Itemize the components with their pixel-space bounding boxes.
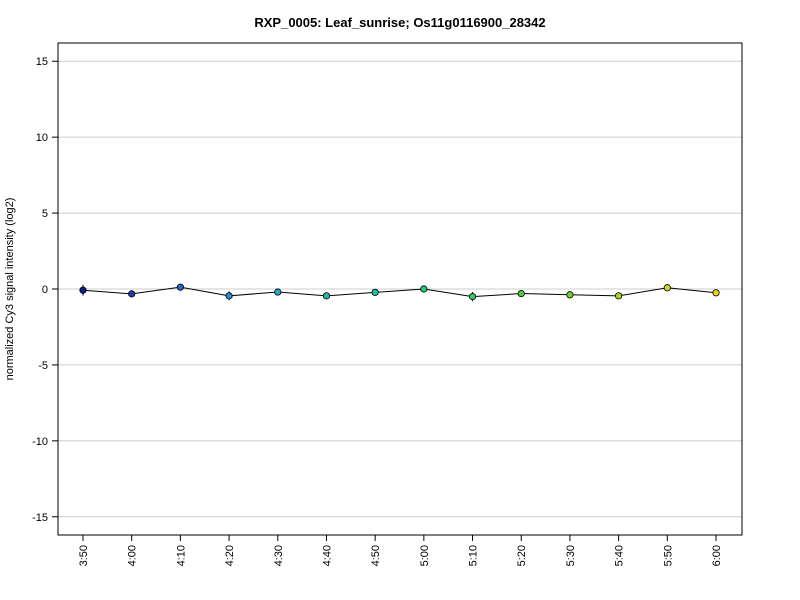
data-point xyxy=(128,290,136,298)
x-tick-label: 5:00 xyxy=(419,545,431,566)
data-point xyxy=(712,289,720,297)
data-point xyxy=(468,292,477,301)
y-tick-label: -15 xyxy=(32,512,48,524)
series-line xyxy=(82,286,717,298)
x-tick-label: 4:50 xyxy=(370,545,382,566)
x-tick-label: 4:30 xyxy=(273,545,285,566)
x-tick-label: 5:20 xyxy=(516,545,528,566)
data-point xyxy=(322,292,331,300)
y-axis: 15 10 5 0 -5 -10 -15 xyxy=(32,56,58,524)
y-tick-label: 15 xyxy=(36,56,48,68)
data-point xyxy=(225,292,233,300)
x-tick-label: 6:00 xyxy=(711,545,723,566)
data-point xyxy=(371,288,379,296)
x-tick-label: 4:20 xyxy=(224,545,236,566)
x-tick-label: 3:50 xyxy=(78,545,90,566)
data-point xyxy=(274,288,282,296)
y-tick-label: 0 xyxy=(42,284,48,296)
y-axis-label: normalized Cy3 signal intensity (log2) xyxy=(4,198,16,381)
data-point xyxy=(176,283,184,291)
y-tick-label: 10 xyxy=(36,132,48,144)
data-point xyxy=(79,286,87,294)
x-tick-label: 4:40 xyxy=(321,545,333,566)
data-point xyxy=(663,284,671,292)
chart-title: RXP_0005: Leaf_sunrise; Os11g0116900_283… xyxy=(254,15,545,30)
data-point xyxy=(566,291,574,299)
y-tick-label: -10 xyxy=(32,436,48,448)
x-tick-label: 4:10 xyxy=(175,545,187,566)
y-tick-label: -5 xyxy=(38,360,48,372)
series xyxy=(79,283,720,302)
x-tick-label: 5:40 xyxy=(614,545,626,566)
x-tick-label: 5:10 xyxy=(468,545,480,566)
data-point xyxy=(615,292,623,300)
y-tick-label: 5 xyxy=(42,208,48,220)
x-tick-label: 4:00 xyxy=(127,545,139,566)
x-tick-label: 5:50 xyxy=(662,545,674,566)
x-axis: 3:50 4:00 4:10 4:20 4:30 4:40 4:50 5:00 5:10 5:20… xyxy=(78,534,723,566)
grid-lines xyxy=(58,60,742,518)
data-point xyxy=(420,285,428,293)
data-point xyxy=(517,289,525,298)
x-tick-label: 5:30 xyxy=(565,545,577,566)
